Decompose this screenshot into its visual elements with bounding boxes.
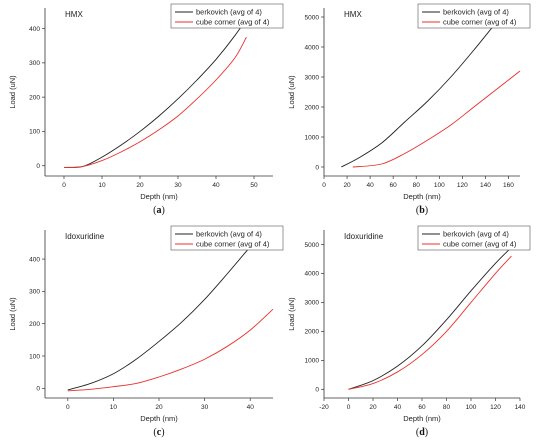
x-tick-label: 50 (250, 182, 258, 189)
chart-title: HMX (65, 10, 83, 19)
chart-title: Idoxuridine (344, 232, 384, 241)
legend-box (170, 225, 284, 251)
x-tick-label: 30 (201, 404, 209, 411)
x-tick-label: 80 (413, 182, 421, 189)
y-tick-label: 1000 (305, 134, 320, 141)
series-line-0 (348, 247, 512, 390)
x-tick-label: 20 (369, 404, 377, 411)
legend-entry-0: berkovich (avg of 4) (196, 8, 262, 17)
legend: berkovich (avg of 4)cube corner (avg of … (417, 3, 531, 29)
x-tick-label: 60 (418, 404, 426, 411)
x-tick-label: 10 (98, 182, 106, 189)
y-tick-label: 400 (29, 256, 40, 263)
series-line-0 (341, 21, 498, 168)
y-tick-label: 100 (29, 353, 40, 360)
panel-caption: (d) (416, 427, 428, 438)
panel-caption: (c) (153, 427, 164, 438)
y-tick-label: 200 (29, 94, 40, 101)
x-tick-label: 0 (62, 182, 66, 189)
panel-caption: (b) (416, 205, 428, 216)
y-tick-label: 4000 (305, 44, 320, 51)
y-tick-label: 5000 (305, 14, 320, 21)
x-tick-label: 100 (466, 404, 477, 411)
series-line-1 (67, 308, 274, 392)
legend-entry-1: cube corner (avg of 4) (196, 240, 270, 249)
series-line-0 (67, 241, 256, 391)
y-tick-label: 4000 (305, 271, 320, 278)
y-tick-label: 0 (315, 387, 319, 394)
y-tick-label: 0 (315, 164, 319, 171)
chart-title: Idoxuridine (65, 232, 105, 241)
x-tick-label: 120 (490, 404, 501, 411)
series-line-1 (352, 70, 521, 168)
x-axis-label: Depth (nm) (140, 192, 178, 201)
y-axis-label: Load (uN) (8, 75, 17, 109)
legend: berkovich (avg of 4)cube corner (avg of … (170, 3, 284, 29)
chart-panel-1: 0 20 40 60 80 100 120 140 160 0 1000 2000 3000 4000 50… (287, 3, 531, 216)
legend-entry-1: cube corner (avg of 4) (443, 18, 517, 27)
y-tick-label: 3000 (305, 300, 320, 307)
y-tick-label: 0 (36, 163, 40, 170)
legend-entry-1: cube corner (avg of 4) (196, 18, 270, 27)
y-tick-label: 3000 (305, 74, 320, 81)
x-tick-label: 40 (247, 404, 255, 411)
y-tick-label: 2000 (305, 104, 320, 111)
x-tick-label: 20 (155, 404, 163, 411)
series-line-0 (63, 12, 251, 168)
x-tick-label: 40 (394, 404, 402, 411)
x-tick-label: 0 (347, 404, 351, 411)
x-tick-label: 10 (110, 404, 118, 411)
legend-box (417, 225, 531, 251)
chart-title: HMX (344, 10, 362, 19)
chart-panel-0: 0 10 20 30 40 50 0 100 200 300 400 Depth (nm) Load (… (8, 3, 284, 216)
y-tick-label: 300 (29, 289, 40, 296)
x-tick-label: 20 (343, 182, 351, 189)
panel-caption: (a) (153, 205, 165, 216)
legend-entry-0: berkovich (avg of 4) (443, 8, 509, 17)
x-axis-label: Depth (nm) (140, 414, 178, 423)
y-tick-label: 100 (29, 129, 40, 136)
x-axis-label: Depth (nm) (403, 192, 441, 201)
legend: berkovich (avg of 4)cube corner (avg of … (417, 225, 531, 251)
legend: berkovich (avg of 4)cube corner (avg of … (170, 225, 284, 251)
x-tick-label: 140 (515, 404, 526, 411)
y-tick-label: 0 (36, 386, 40, 393)
x-tick-label: 80 (443, 404, 451, 411)
y-axis-label: Load (uN) (287, 297, 296, 331)
x-tick-label: 60 (390, 182, 398, 189)
x-tick-label: 100 (434, 182, 445, 189)
x-tick-label: 0 (66, 404, 70, 411)
x-tick-label: 160 (503, 182, 514, 189)
legend-entry-0: berkovich (avg of 4) (443, 230, 509, 239)
y-tick-label: 1000 (305, 358, 320, 365)
legend-entry-0: berkovich (avg of 4) (196, 230, 262, 239)
x-axis-label: Depth (nm) (403, 414, 441, 423)
x-tick-label: 40 (212, 182, 220, 189)
x-tick-label: 140 (480, 182, 491, 189)
y-tick-label: 300 (29, 60, 40, 67)
y-tick-label: 2000 (305, 329, 320, 336)
x-tick-label: 120 (457, 182, 468, 189)
y-tick-label: 200 (29, 321, 40, 328)
x-tick-label: 0 (322, 182, 326, 189)
legend-entry-1: cube corner (avg of 4) (443, 240, 517, 249)
chart-panel-3: -20 0 20 40 60 80 100 120 140 0 1000 2000 3000 4000 50… (287, 225, 531, 438)
legend-box (417, 3, 531, 29)
y-tick-label: 5000 (305, 242, 320, 249)
y-tick-label: 400 (29, 26, 40, 33)
x-tick-label: 30 (174, 182, 182, 189)
series-line-1 (63, 36, 247, 168)
x-tick-label: -20 (319, 404, 329, 411)
legend-box (170, 3, 284, 29)
x-tick-label: 20 (136, 182, 144, 189)
series-line-1 (348, 255, 512, 390)
y-axis-label: Load (uN) (8, 297, 17, 331)
x-tick-label: 40 (367, 182, 375, 189)
y-axis-label: Load (uN) (287, 75, 296, 109)
